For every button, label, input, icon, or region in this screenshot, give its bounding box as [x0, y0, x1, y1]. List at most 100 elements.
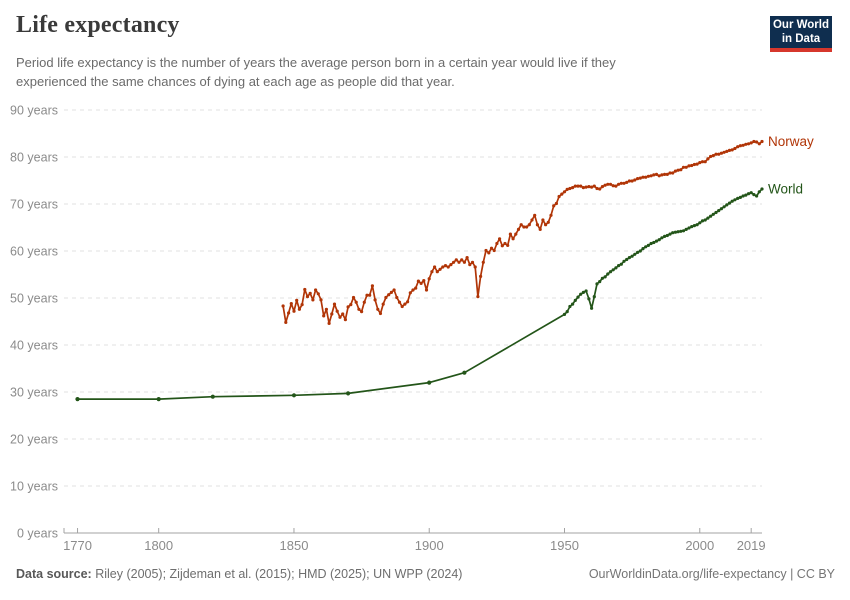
norway-data-point — [757, 142, 761, 146]
x-axis-tick-label: 2000 — [685, 538, 714, 553]
norway-data-point — [500, 244, 504, 248]
norway-data-point — [752, 139, 756, 144]
world-data-point — [746, 192, 751, 196]
y-axis-tick-label: 70 years — [10, 198, 58, 212]
world-series-label[interactable]: World — [768, 181, 803, 196]
norway-data-point — [457, 260, 461, 264]
world-data-point — [75, 397, 80, 402]
norway-data-point — [744, 142, 748, 146]
norway-data-point — [354, 300, 358, 304]
norway-data-point — [452, 260, 456, 264]
norway-line[interactable] — [282, 140, 763, 325]
norway-data-point — [406, 300, 410, 304]
norway-data-point — [516, 227, 521, 231]
norway-data-point — [760, 139, 764, 144]
norway-data-point — [341, 312, 345, 316]
norway-data-point — [468, 263, 472, 267]
data-source-note: Data source: Riley (2005); Zijdeman et a… — [16, 567, 462, 581]
world-data-point — [608, 270, 613, 274]
world-data-point — [633, 252, 637, 256]
norway-data-point — [311, 298, 315, 302]
norway-data-point — [316, 292, 320, 296]
world-data-point — [576, 295, 580, 299]
world-data-point — [581, 290, 586, 294]
world-data-point — [681, 229, 686, 233]
x-axis-tick-label: 1950 — [550, 538, 579, 553]
norway-data-point — [422, 279, 426, 283]
norway-data-point — [709, 154, 713, 159]
world-data-point — [654, 239, 659, 243]
world-data-point — [703, 218, 707, 222]
world-data-point — [565, 310, 569, 314]
world-data-point — [698, 221, 702, 225]
norway-data-point — [595, 186, 599, 191]
world-data-point — [738, 195, 743, 199]
world-data-point — [619, 262, 623, 266]
world-data-point — [562, 312, 567, 316]
world-data-point — [598, 280, 602, 284]
world-data-point — [427, 380, 432, 385]
norway-data-point — [373, 298, 377, 302]
norway-data-point — [454, 258, 458, 262]
norway-data-point — [617, 182, 621, 186]
norway-data-point — [495, 241, 499, 246]
norway-data-point — [579, 184, 583, 188]
norway-data-point — [638, 176, 642, 180]
norway-data-point — [525, 225, 529, 229]
norway-data-point — [581, 186, 586, 190]
norway-data-point — [592, 184, 596, 188]
norway-data-point — [749, 141, 753, 145]
norway-data-point — [305, 295, 310, 299]
norway-data-point — [460, 258, 464, 262]
owid-link[interactable]: OurWorldinData.org/life-expectancy | CC … — [588, 567, 835, 581]
chart-subtitle: Period life expectancy is the number of … — [16, 53, 616, 91]
norway-data-point — [416, 279, 420, 283]
norway-data-point — [741, 143, 745, 147]
norway-data-point — [414, 286, 418, 290]
x-axis-tick-label: 2019 — [737, 538, 766, 553]
world-data-point — [752, 193, 756, 197]
norway-data-point — [671, 171, 675, 175]
world-data-point — [755, 194, 759, 198]
world-data-point — [627, 256, 632, 260]
norway-data-point — [717, 152, 721, 156]
norway-data-point — [408, 291, 412, 295]
norway-data-point — [462, 260, 466, 264]
data-source-label: Data source: — [16, 567, 92, 581]
norway-data-point — [519, 223, 523, 227]
norway-data-point — [552, 204, 556, 208]
norway-data-point — [281, 304, 285, 308]
norway-series-label[interactable]: Norway — [768, 134, 814, 149]
world-data-point — [671, 231, 675, 235]
norway-data-point — [395, 295, 399, 300]
norway-data-point — [565, 187, 569, 191]
owid-logo[interactable]: Our World in Data — [770, 16, 832, 52]
norway-data-point — [424, 288, 429, 292]
world-data-point — [695, 223, 699, 227]
norway-data-point — [611, 184, 615, 188]
world-data-point — [679, 229, 683, 233]
world-data-point — [719, 207, 724, 211]
norway-data-point — [314, 288, 318, 292]
norway-data-point — [746, 142, 751, 146]
norway-data-point — [411, 288, 415, 292]
norway-data-point — [430, 270, 434, 274]
norway-data-point — [608, 182, 613, 186]
world-data-point — [644, 245, 648, 249]
norway-data-point — [706, 157, 710, 161]
world-line[interactable] — [76, 188, 763, 400]
world-data-point — [579, 292, 583, 296]
norway-data-point — [284, 320, 288, 324]
x-axis-tick-label: 1850 — [280, 538, 309, 553]
norway-data-point — [576, 184, 580, 188]
norway-data-point — [549, 213, 553, 217]
norway-data-point — [387, 293, 391, 297]
world-data-point — [730, 199, 734, 203]
norway-data-point — [636, 177, 640, 181]
norway-data-point — [449, 263, 453, 267]
world-data-point — [706, 216, 710, 220]
norway-data-point — [427, 277, 431, 281]
world-data-point — [709, 214, 713, 218]
